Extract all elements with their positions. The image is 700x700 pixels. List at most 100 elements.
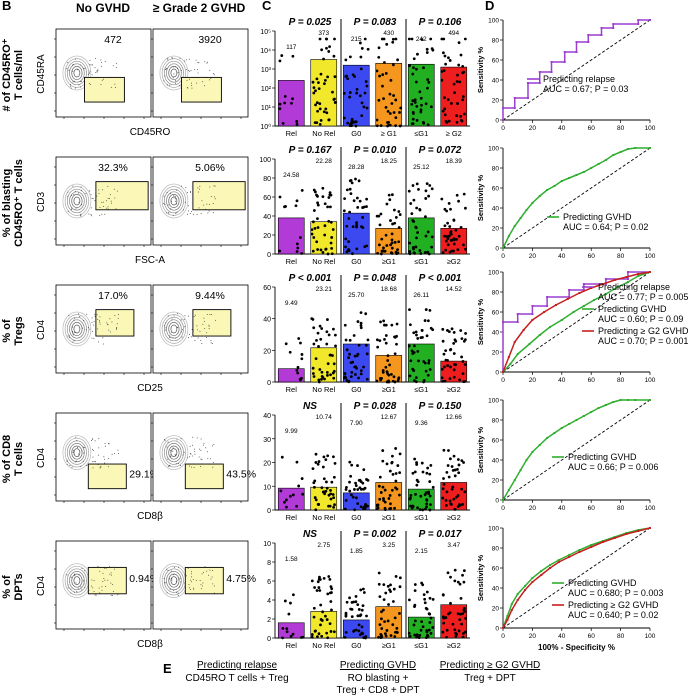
roc-point-2-1-2 (516, 353, 519, 355)
roc-legend-auc-2-1: AUC = 0.60; P = 0.09 (598, 314, 683, 324)
median-label-1-3: 18.25 (381, 158, 398, 165)
roc-xtick-3-4: 80 (617, 505, 625, 512)
bar-ytick-4-4: 2 (267, 617, 271, 624)
roc-point-2-0-9 (568, 289, 571, 291)
roc-legend-name-0-0: Predicting relapse (543, 74, 615, 84)
roc-point-0-0-6 (538, 82, 541, 84)
pvalue-2-2: P < 0.001 (419, 273, 462, 284)
bar-ytick-1-4: 20 (263, 233, 271, 240)
bar-ytick-1-0: 100 (259, 157, 271, 164)
roc-ytick-0-5: 100 (488, 18, 499, 25)
median-label-1-5: 18.39 (446, 158, 463, 165)
bar-chart-2: 60 40 20 0 P < 0.001 P = 0.048 P < 0.001 9.49 Re… (263, 273, 470, 394)
pvalue-1-1: P = 0.010 (354, 145, 397, 156)
roc-ytick-3-4: 80 (492, 418, 500, 425)
bar-0-2 (342, 64, 370, 127)
roc-ytick-2-2: 40 (492, 330, 500, 337)
panel-letter-d: D (485, 0, 494, 13)
roc-point-0-0-7 (538, 71, 541, 73)
roc-point-3-0-12 (582, 415, 585, 417)
bar-ytick-4-2: 6 (267, 579, 271, 586)
bar-ytick-4-1: 8 (267, 560, 271, 567)
roc-ytick-4-0: 0 (495, 626, 499, 633)
roc-point-2-0-2 (516, 321, 519, 323)
roc-point-1-0-3 (519, 217, 522, 219)
roc-chart-1: 00 20 20 40 40 60 60 80 80 100 100 Sensitivity % Pre… (476, 146, 656, 261)
roc-point-4-1-16 (649, 527, 651, 529)
roc-ylabel-4: Sensitivity % (476, 555, 485, 602)
flow-plot-left-4: 0.94% (54, 540, 159, 631)
roc-point-4-1-5 (531, 581, 534, 583)
roc-point-0-0-22 (649, 19, 651, 21)
roc-point-4-0-4 (524, 585, 527, 587)
roc-point-0-0-5 (526, 82, 529, 84)
pvalue-0-0: P = 0.025 (289, 17, 332, 28)
flow-value-right-1: 5.06% (195, 162, 225, 174)
roc-point-0-0-0 (502, 119, 504, 121)
bar-1-4 (407, 217, 435, 255)
roc-xtick-3-2: 40 (558, 505, 566, 512)
roc-point-4-1-6 (540, 574, 543, 576)
flow-value-right-3: 43.5% (226, 469, 256, 481)
roc-point-4-1-12 (601, 541, 604, 543)
roc-diagonal-0 (502, 19, 651, 121)
roc-point-2-0-4 (531, 313, 534, 315)
roc-xtick-4-4: 80 (617, 633, 625, 640)
flow-ylabel-3: CD4 (36, 448, 47, 468)
bar-ytick-4-5: 0 (267, 636, 271, 643)
bar-ytick-1-1: 80 (263, 176, 271, 183)
bar-4-5 (440, 604, 468, 639)
roc-ytick-3-0: 0 (495, 498, 499, 505)
gate-right-4 (184, 566, 224, 595)
roc-point-3-0-1 (507, 489, 510, 491)
pvalue-1-2: P = 0.072 (419, 145, 462, 156)
roc-point-1-0-18 (626, 148, 629, 150)
roc-point-1-0-9 (560, 180, 563, 182)
roc-point-2-2-14 (649, 271, 651, 273)
roc-point-2-2-9 (590, 287, 593, 289)
roc-xtick-3-3: 60 (588, 505, 596, 512)
panel-letter-b: B (2, 0, 11, 13)
roc-point-2-1-9 (593, 299, 596, 301)
roc-point-2-1-12 (626, 281, 629, 283)
group-label-0-1: No Rel (312, 129, 335, 138)
row-label-2: % ofTregs (1, 316, 25, 345)
roc-point-1-0-2 (513, 225, 516, 227)
roc-legend-name-2-0: Predicting relapse (598, 282, 670, 292)
roc-point-1-0-11 (575, 174, 578, 176)
roc-legend-name-1-0: Predicting GVHD (563, 212, 632, 222)
group-label-3-1: No Rel (312, 513, 335, 522)
row-3: % of CD8T cells 29.1% 43.5% CD4 CD8β 40 30 20 10… (1, 401, 470, 522)
group-label-2-5: ≥G2 (447, 385, 461, 394)
roc-point-1-0-15 (604, 159, 607, 161)
roc-point-3-0-3 (519, 469, 522, 471)
roc-point-3-0-2 (513, 479, 516, 481)
group-label-2-4: ≤G1 (414, 385, 428, 394)
roc-point-3-0-17 (619, 399, 622, 401)
flow-xlabel-2: CD25 (137, 383, 163, 394)
pvalue-3-2: P = 0.150 (419, 401, 462, 412)
panel-e-subtitle-gvhd: RO blasting + (348, 673, 409, 684)
flow-plot-right-1: 5.06% (151, 156, 249, 247)
median-label-0-0: 117 (286, 44, 297, 51)
roc-legend-name-2-2: Predicting ≥ G2 GVHD (598, 326, 689, 336)
roc-point-4-0-9 (568, 554, 571, 556)
group-label-0-3: ≥ G1 (381, 129, 397, 138)
roc-point-1-0-19 (634, 147, 637, 149)
median-label-0-4: 242 (416, 36, 427, 43)
roc-ytick-0-0: 0 (495, 118, 499, 125)
roc-point-2-2-1 (507, 356, 510, 358)
roc-point-0-0-12 (575, 51, 578, 53)
flow-plot-left-1: 32.3% (54, 156, 152, 247)
roc-point-4-0-8 (557, 559, 560, 561)
bar-ytick-4-0: 10 (263, 541, 271, 548)
bar-ytick-2-0: 60 (263, 285, 271, 292)
roc-point-0-0-9 (550, 61, 553, 63)
median-label-2-3: 18.68 (381, 286, 398, 293)
flow-ylabel-2: CD4 (36, 320, 47, 340)
bar-ytick-3-0: 40 (263, 413, 271, 420)
flow-value-left-4: 0.94% (129, 573, 159, 585)
bar-ytick-0-1: 10⁴ (260, 48, 271, 55)
median-label-3-3: 12.67 (381, 414, 398, 421)
group-label-3-3: ≥G1 (382, 513, 396, 522)
